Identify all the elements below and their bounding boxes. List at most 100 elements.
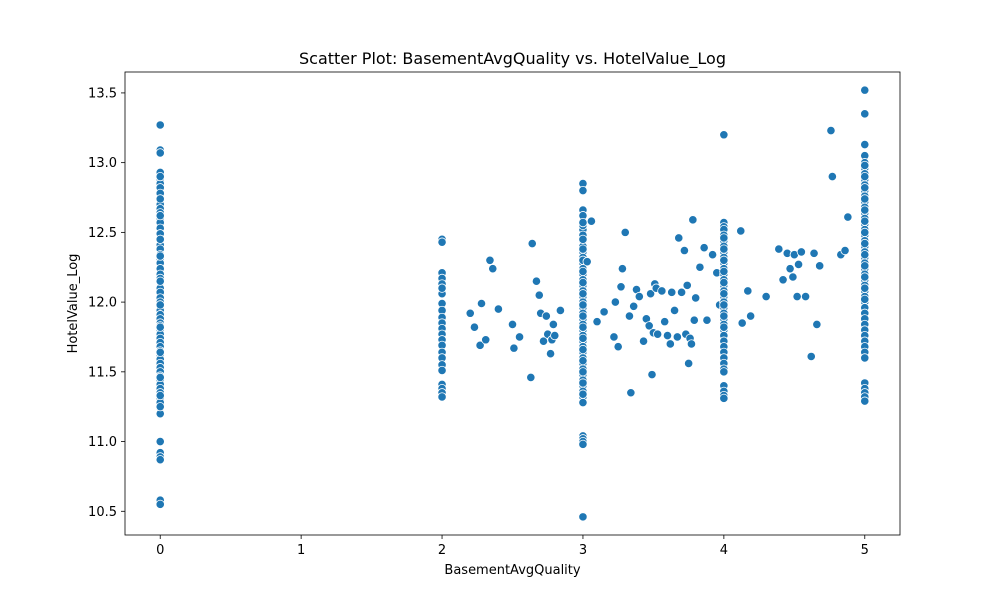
data-point xyxy=(617,264,628,274)
data-point xyxy=(578,266,588,277)
y-tick-label: 10.5 xyxy=(88,505,117,520)
data-point xyxy=(719,311,729,321)
data-point xyxy=(719,393,729,403)
x-tick-label: 0 xyxy=(156,543,164,558)
data-point xyxy=(620,227,630,237)
data-point xyxy=(626,388,636,398)
data-point xyxy=(860,353,870,363)
data-point xyxy=(674,233,684,243)
data-point xyxy=(437,283,447,293)
data-point xyxy=(155,436,165,447)
data-point xyxy=(645,289,656,299)
data-point xyxy=(610,297,620,307)
data-point xyxy=(826,125,836,136)
data-point xyxy=(793,259,804,270)
data-point xyxy=(586,216,597,226)
data-point xyxy=(437,237,447,247)
data-point xyxy=(860,261,870,271)
data-point xyxy=(860,194,870,204)
data-point xyxy=(860,205,870,215)
data-point xyxy=(592,317,602,327)
data-point xyxy=(485,255,495,265)
data-point xyxy=(599,307,609,317)
y-tick-label: 11.5 xyxy=(88,365,117,380)
data-point xyxy=(743,286,753,296)
data-point xyxy=(578,311,588,321)
data-point xyxy=(719,300,729,310)
data-point xyxy=(437,365,447,376)
x-tick-label: 4 xyxy=(720,543,728,558)
data-point xyxy=(707,250,718,260)
data-point xyxy=(578,218,588,228)
data-point xyxy=(545,349,556,359)
data-point xyxy=(155,390,165,401)
data-point xyxy=(689,315,699,325)
data-point xyxy=(860,250,870,260)
x-tick-label: 3 xyxy=(579,543,587,558)
data-point xyxy=(609,332,619,342)
data-point xyxy=(488,264,498,274)
data-point xyxy=(860,283,870,293)
data-point xyxy=(662,330,673,341)
data-point xyxy=(155,347,165,357)
data-point xyxy=(860,109,870,119)
data-point xyxy=(616,282,626,292)
data-point xyxy=(860,272,870,282)
data-point xyxy=(578,378,588,388)
data-point xyxy=(699,243,709,253)
data-point xyxy=(684,358,694,369)
data-point xyxy=(613,342,623,352)
data-point xyxy=(737,318,747,328)
data-point xyxy=(578,234,588,244)
data-point xyxy=(155,234,165,244)
data-point xyxy=(509,343,519,353)
data-point xyxy=(475,340,485,350)
data-point xyxy=(860,227,870,237)
data-point xyxy=(629,301,639,311)
data-point xyxy=(860,160,870,171)
data-point xyxy=(860,85,870,95)
y-tick-label: 11.0 xyxy=(88,435,117,450)
data-point xyxy=(657,286,667,296)
data-point xyxy=(719,255,729,265)
data-point xyxy=(827,171,837,182)
data-point xyxy=(155,455,165,465)
data-point xyxy=(578,333,588,343)
data-point xyxy=(774,244,784,254)
data-point xyxy=(578,397,588,408)
data-point xyxy=(527,238,537,249)
data-point xyxy=(667,287,677,297)
x-tick-label: 2 xyxy=(438,543,446,558)
data-point xyxy=(719,322,729,332)
data-point xyxy=(534,290,544,300)
data-point xyxy=(702,315,712,325)
y-tick-label: 12.5 xyxy=(88,226,117,241)
data-point xyxy=(672,332,682,342)
data-point xyxy=(514,332,525,342)
data-point xyxy=(665,339,675,349)
data-point xyxy=(155,372,165,383)
data-point xyxy=(155,194,165,204)
data-point xyxy=(578,300,588,310)
data-point xyxy=(812,319,822,330)
data-point xyxy=(437,392,447,402)
data-point xyxy=(796,247,806,257)
data-point xyxy=(761,291,771,302)
data-point xyxy=(860,171,870,182)
y-axis-label: HotelValue_Log xyxy=(66,254,81,354)
data-point xyxy=(578,512,588,522)
data-point xyxy=(155,251,165,261)
data-point xyxy=(578,344,588,355)
data-point xyxy=(578,289,588,299)
data-point xyxy=(736,226,746,236)
data-points xyxy=(155,85,870,522)
data-point xyxy=(493,304,504,314)
data-point xyxy=(660,317,670,327)
data-point xyxy=(860,216,870,226)
data-point xyxy=(155,402,165,412)
data-point xyxy=(634,291,644,302)
data-point xyxy=(860,294,870,304)
x-axis-ticks: 0 1 2 3 4 5 xyxy=(156,535,869,558)
data-point xyxy=(676,287,687,297)
